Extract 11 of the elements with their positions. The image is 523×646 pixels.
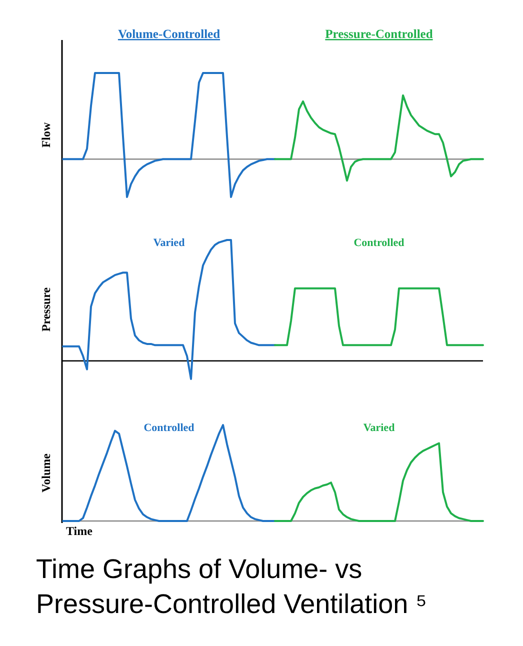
text: Volume-Controlled	[118, 27, 220, 41]
annotation: Controlled	[354, 237, 404, 249]
annotation: Varied	[363, 422, 395, 434]
y-axis-title: Flow	[39, 122, 53, 148]
annotation: Varied	[153, 237, 185, 249]
x-axis-title: Time	[66, 524, 94, 538]
y-axis-title: Pressure	[39, 286, 53, 332]
annotation: Controlled	[144, 422, 194, 434]
text: Pressure-Controlled	[325, 27, 433, 41]
y-axis-title: Volume	[39, 452, 53, 492]
text: Time Graphs of Volume- vs Pressure-Controlled Ventilation ⁵	[36, 554, 427, 619]
